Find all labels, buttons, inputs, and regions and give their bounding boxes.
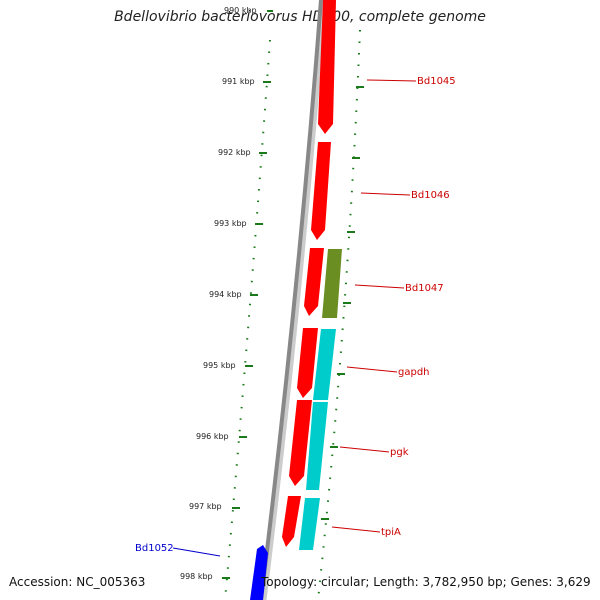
forward-strand-genes: [282, 0, 336, 547]
gene-arrow: [289, 400, 312, 486]
gene-block-gapdh: [313, 329, 336, 400]
leader-line-bd1052: [172, 547, 221, 557]
tick-label-991: 991 kbp: [222, 77, 255, 86]
gene-label-bd1046: Bd1046: [411, 190, 450, 201]
gene-block-tpia: [299, 498, 320, 550]
tick-label-992: 992 kbp: [218, 148, 251, 157]
tick-label-995: 995 kbp: [203, 361, 236, 370]
genome-summary-text: Topology: circular; Length: 3,782,950 bp…: [261, 575, 591, 589]
leader-line-bd1046: [360, 192, 411, 196]
scale-line-left: [224, 39, 271, 600]
leader-line-bd1045: [366, 79, 417, 82]
gene-label-bd1045: Bd1045: [417, 76, 456, 87]
gene-block-pgk: [306, 402, 328, 490]
leader-line-tpia: [331, 526, 381, 533]
gene-arrow: [311, 142, 331, 240]
tick-label-990: 990 kbp: [224, 6, 257, 15]
gene-arrow: [318, 0, 336, 134]
map-title: Bdellovibrio bacteriovorus HD100, comple…: [114, 9, 486, 25]
leader-line-gapdh: [346, 366, 398, 373]
gene-label-gapdh: gapdh: [398, 367, 430, 378]
tick-label-998: 998 kbp: [180, 572, 213, 581]
tick-label-994: 994 kbp: [209, 290, 242, 299]
scale-line-right: [317, 29, 361, 600]
tick-label-993: 993 kbp: [214, 219, 247, 228]
leader-line-bd1047: [354, 284, 405, 289]
gene-arrow: [297, 328, 318, 398]
gene-arrow: [282, 496, 301, 547]
gene-arrow-bd1052: [250, 545, 268, 600]
gene-label-bd1052: Bd1052: [135, 543, 174, 554]
gene-block-bd1047: [322, 249, 342, 318]
gene-arrow: [304, 248, 324, 316]
tick-label-996: 996 kbp: [196, 432, 229, 441]
accession-text: Accession: NC_005363: [9, 575, 146, 589]
tick-label-997: 997 kbp: [189, 502, 222, 511]
leader-line-pgk: [339, 446, 390, 453]
tick-marks: [222, 10, 364, 579]
genome-backbone: [259, 0, 323, 600]
gene-label-bd1047: Bd1047: [405, 283, 444, 294]
gene-label-pgk: pgk: [390, 447, 409, 458]
gene-label-tpia: tpiA: [381, 527, 401, 538]
